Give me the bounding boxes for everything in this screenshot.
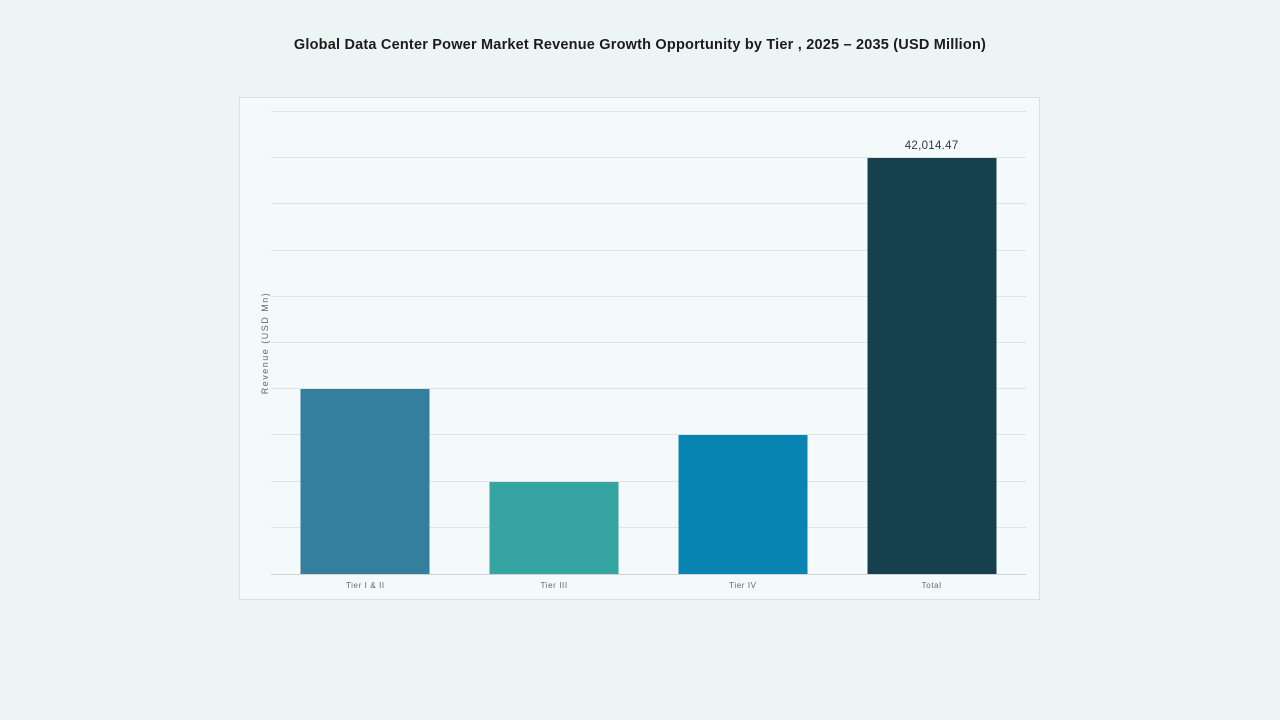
bars-container: 42,014.47 xyxy=(271,112,1026,574)
bar-slot-tier-iv xyxy=(649,112,838,574)
x-tick-label-tier-iii: Tier III xyxy=(540,581,568,590)
x-tick-label-tier-i-ii: Tier I & II xyxy=(345,581,385,590)
gridline xyxy=(271,526,1026,528)
gridline xyxy=(271,342,1026,343)
chart-title: Global Data Center Power Market Revenue … xyxy=(293,37,987,53)
bar-value-label-total: 42,014.47 xyxy=(904,140,959,153)
gridline xyxy=(271,203,1026,205)
bar-tier-iii[interactable] xyxy=(489,481,619,574)
gridline xyxy=(271,157,1026,159)
gridline xyxy=(271,388,1026,390)
gridline xyxy=(271,480,1026,482)
gridline xyxy=(271,434,1026,436)
y-axis-title: Revenue (USD Mn) xyxy=(260,291,270,395)
bar-tier-iv[interactable] xyxy=(678,435,808,574)
bar-slot-tier-i-ii xyxy=(271,112,460,574)
plot-area: 42,014.47 xyxy=(271,111,1026,575)
bar-total[interactable] xyxy=(867,158,997,574)
bar-tier-i-ii[interactable] xyxy=(300,389,430,574)
x-tick-label-total: Total xyxy=(921,581,942,590)
bar-slot-total: 42,014.47 xyxy=(837,112,1026,574)
gridline xyxy=(271,295,1026,297)
x-axis-labels: Tier I & II Tier III Tier IV Total xyxy=(271,581,1026,590)
gridline xyxy=(271,111,1026,112)
gridline xyxy=(271,249,1026,251)
chart-card: Revenue (USD Mn) 42,014.47 Tier I & II Ti… xyxy=(239,97,1040,600)
x-tick-label-tier-iv: Tier IV xyxy=(729,581,757,590)
bar-slot-tier-iii xyxy=(460,112,649,574)
